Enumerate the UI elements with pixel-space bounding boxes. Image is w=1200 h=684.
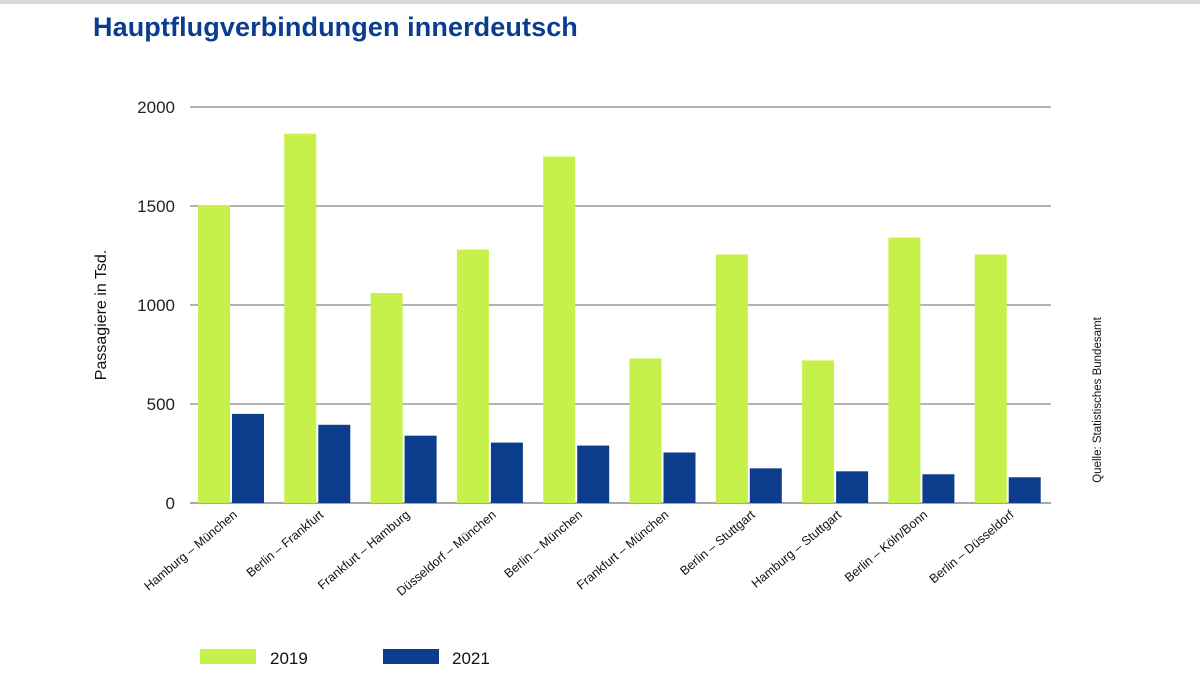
bar-2021-2 bbox=[404, 435, 437, 503]
bar-2019-3 bbox=[456, 249, 489, 503]
bar-2021-9 bbox=[1008, 477, 1041, 503]
y-tick-label-500: 500 bbox=[147, 395, 175, 414]
y-tick-label-1500: 1500 bbox=[137, 197, 175, 216]
x-tick-label-7: Hamburg – Stuttgart bbox=[749, 507, 845, 590]
y-tick-label-2000: 2000 bbox=[137, 98, 175, 117]
x-tick-label-9: Berlin – Düsseldorf bbox=[927, 507, 1017, 586]
x-tick-label-1: Berlin – Frankfurt bbox=[244, 507, 327, 580]
x-tick-label-2: Frankfurt – Hamburg bbox=[315, 508, 412, 593]
bar-2021-8 bbox=[922, 474, 955, 503]
bar-2021-3 bbox=[490, 442, 523, 503]
bar-2021-0 bbox=[232, 413, 264, 503]
y-axis-title: Passagiere in Tsd. bbox=[93, 250, 110, 380]
bar-2019-2 bbox=[370, 293, 403, 503]
bar-2021-6 bbox=[749, 468, 782, 503]
legend: 2019 2021 bbox=[200, 649, 490, 668]
x-tick-label-8: Berlin – Köln/Bonn bbox=[842, 508, 930, 585]
bar-2021-5 bbox=[663, 452, 696, 503]
source-label: Quelle: Statistisches Bundesamt bbox=[1092, 316, 1104, 482]
top-border bbox=[0, 0, 1200, 4]
bar-2019-7 bbox=[802, 360, 835, 503]
x-tick-label-0: Hamburg – München bbox=[142, 508, 240, 594]
x-tick-label-4: Berlin – München bbox=[502, 508, 586, 581]
legend-label-2019: 2019 bbox=[270, 649, 308, 668]
bar-2019-6 bbox=[715, 254, 748, 503]
legend-swatch-2019 bbox=[200, 649, 256, 664]
y-tick-label-1000: 1000 bbox=[137, 296, 175, 315]
y-tick-label-0: 0 bbox=[166, 494, 175, 513]
x-tick-label-3: Düsseldorf – München bbox=[394, 508, 499, 599]
bar-2019-5 bbox=[629, 358, 662, 503]
bars bbox=[198, 133, 1041, 504]
legend-swatch-2021 bbox=[383, 649, 439, 664]
bar-2019-0 bbox=[198, 205, 230, 503]
x-axis-labels: Hamburg – München Berlin – FrankfurtFrank… bbox=[142, 507, 1018, 598]
bar-2019-8 bbox=[888, 237, 921, 503]
x-tick-label-6: Berlin – Stuttgart bbox=[677, 507, 758, 578]
bar-2021-1 bbox=[318, 424, 351, 503]
bar-2019-4 bbox=[543, 156, 576, 503]
legend-label-2021: 2021 bbox=[452, 649, 490, 668]
x-tick-label-5: Frankfurt – München bbox=[574, 508, 671, 593]
bar-2019-9 bbox=[974, 254, 1007, 503]
bar-2021-4 bbox=[577, 445, 610, 503]
y-axis-ticks: 0 500 1000 1500 2000 bbox=[137, 98, 175, 513]
bar-2019-1 bbox=[284, 133, 317, 504]
chart-title: Hauptflugverbindungen innerdeutsch bbox=[93, 12, 578, 42]
bar-2021-7 bbox=[836, 471, 869, 503]
